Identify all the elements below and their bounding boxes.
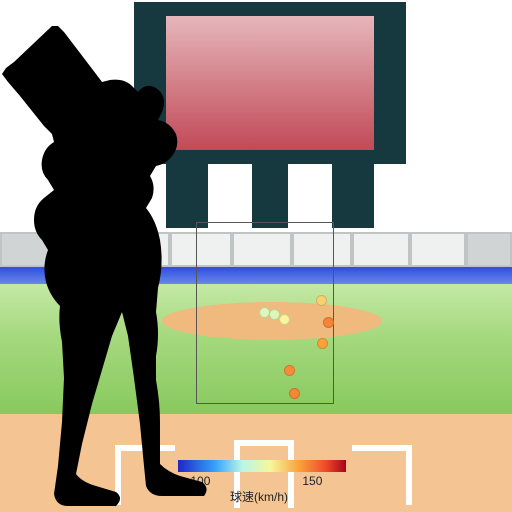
pitch-marker	[316, 295, 327, 306]
pitch-marker	[279, 314, 290, 325]
scoreboard-leg	[332, 164, 374, 228]
stand-section	[466, 232, 512, 267]
pitch-marker	[289, 388, 300, 399]
pitch-marker	[323, 317, 334, 328]
pitch-marker	[284, 365, 295, 376]
colorbar-tick: 150	[302, 474, 322, 488]
plate-line	[288, 440, 294, 508]
stand-section	[352, 232, 410, 267]
pitch-marker	[317, 338, 328, 349]
batter-silhouette	[0, 26, 240, 510]
stand-section	[410, 232, 466, 267]
plate-line	[352, 445, 412, 451]
scoreboard-leg	[252, 164, 288, 228]
plate-line	[234, 440, 294, 446]
plate-line	[406, 445, 412, 505]
